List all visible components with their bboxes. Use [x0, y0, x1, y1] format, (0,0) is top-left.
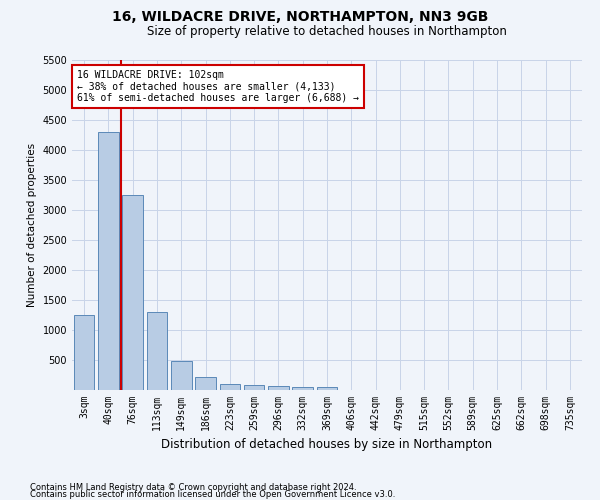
- Bar: [292, 387, 313, 390]
- Text: 16 WILDACRE DRIVE: 102sqm
← 38% of detached houses are smaller (4,133)
61% of se: 16 WILDACRE DRIVE: 102sqm ← 38% of detac…: [77, 70, 359, 103]
- Bar: [98, 132, 119, 390]
- Text: Contains HM Land Registry data © Crown copyright and database right 2024.: Contains HM Land Registry data © Crown c…: [30, 484, 356, 492]
- Bar: [244, 385, 265, 390]
- Bar: [171, 361, 191, 390]
- Text: 16, WILDACRE DRIVE, NORTHAMPTON, NN3 9GB: 16, WILDACRE DRIVE, NORTHAMPTON, NN3 9GB: [112, 10, 488, 24]
- Text: Contains public sector information licensed under the Open Government Licence v3: Contains public sector information licen…: [30, 490, 395, 499]
- Bar: [146, 312, 167, 390]
- Bar: [268, 386, 289, 390]
- Bar: [74, 315, 94, 390]
- Bar: [220, 384, 240, 390]
- X-axis label: Distribution of detached houses by size in Northampton: Distribution of detached houses by size …: [161, 438, 493, 452]
- Title: Size of property relative to detached houses in Northampton: Size of property relative to detached ho…: [147, 25, 507, 38]
- Bar: [122, 195, 143, 390]
- Bar: [317, 387, 337, 390]
- Bar: [195, 377, 216, 390]
- Y-axis label: Number of detached properties: Number of detached properties: [27, 143, 37, 307]
